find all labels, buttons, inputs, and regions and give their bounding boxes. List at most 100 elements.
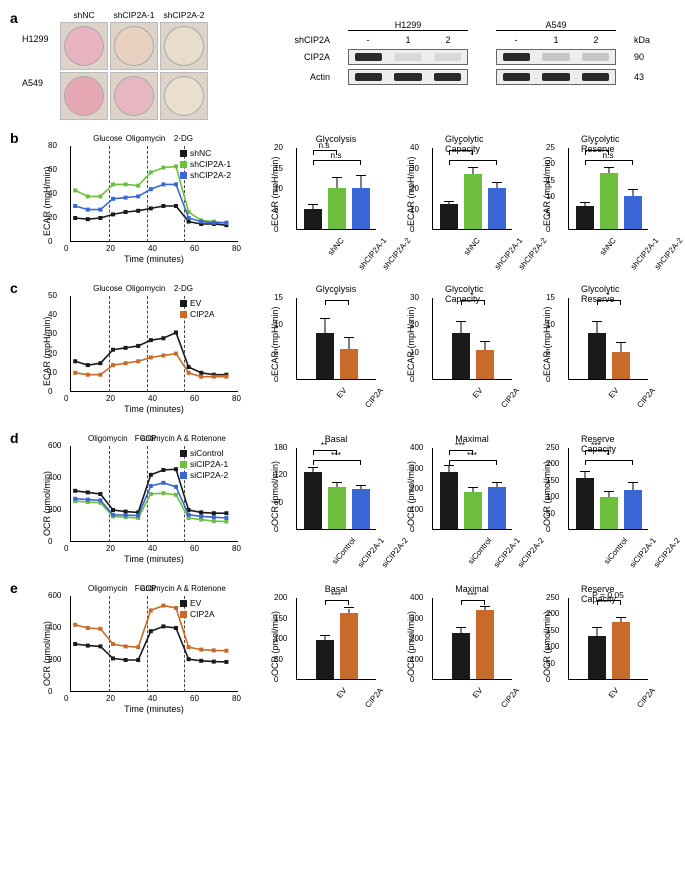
legend-label: CIP2A [190, 309, 215, 319]
blot-band [434, 73, 461, 81]
x-tick: 20 [106, 394, 115, 403]
legend-swatch [180, 611, 187, 618]
sig-bracket [325, 600, 349, 601]
y-tick: 0 [546, 675, 550, 684]
bar [612, 352, 630, 379]
panel-a: a shNC shCIP2A-1 shCIP2A-2 H1299 A549 H1… [10, 10, 675, 130]
blot-strip [348, 49, 468, 65]
bar [476, 610, 494, 679]
legend-item: siCIP2A-2 [180, 470, 228, 480]
bar-chart-b-2: Glycolytic Reserve0510152025ECAR (mpH/mi… [534, 130, 662, 270]
y-axis-label: ECAR (mpH/min) [42, 166, 52, 236]
bar [340, 349, 358, 379]
bar [328, 188, 346, 229]
sig-bracket [313, 460, 361, 461]
legend: shNCshCIP2A-1shCIP2A-2 [180, 148, 231, 180]
bar [304, 209, 322, 230]
legend: siControlsiCIP2A-1siCIP2A-2 [180, 448, 228, 480]
plot-area [432, 448, 512, 530]
legend-item: siCIP2A-1 [180, 459, 228, 469]
blot-lane-header: shCIP2A [270, 35, 334, 45]
legend-label: shCIP2A-1 [190, 159, 231, 169]
blot-strip [348, 69, 468, 85]
well-slot [160, 22, 208, 70]
bar-x-label: shNC [598, 236, 618, 257]
well-col-0: shNC [60, 10, 108, 20]
y-tick: 0 [410, 375, 414, 384]
blot-cell-0: H1299 [348, 20, 468, 31]
y-tick: 0 [274, 225, 278, 234]
panel-e: e 0200400600020406080OCR (pmol/min)Time … [10, 580, 675, 730]
injection-label: Oligomycin [88, 584, 128, 593]
legend-swatch [180, 172, 187, 179]
bar-x-label: siControl [330, 536, 357, 566]
well-col-1: shCIP2A-1 [110, 10, 158, 20]
sig-bracket [449, 160, 497, 161]
bar-x-label: CIP2A [635, 386, 657, 409]
bar-x-label: siControl [466, 536, 493, 566]
blot-row-name: CIP2A [270, 52, 334, 62]
bar [488, 487, 506, 529]
legend: EVCIP2A [180, 298, 215, 319]
y-axis-label: OCR (pmol/min) [542, 611, 552, 676]
legend-label: shNC [190, 148, 211, 158]
plot-area [296, 598, 376, 680]
bar-chart-e-1: Maximal0100200300400OCR (pmol/min)EVCIP2… [398, 580, 526, 720]
y-tick: 15 [546, 293, 555, 302]
y-axis-label: OCR (pmol/min) [406, 461, 416, 526]
y-tick: 600 [48, 441, 61, 450]
legend-swatch [180, 300, 187, 307]
bar [488, 188, 506, 229]
x-tick: 80 [232, 694, 241, 703]
bar [440, 204, 458, 229]
sig-label: * [594, 140, 597, 150]
sig-label: n.s [602, 150, 613, 160]
y-tick: 0 [48, 237, 52, 246]
well-circle [164, 26, 204, 66]
bar-chart-b-1: Glycolytic Capacity010203040ECAR (mpH/mi… [398, 130, 526, 270]
sig-label: *** [331, 590, 341, 600]
y-axis-label: OCR (pmol/min) [42, 471, 52, 536]
well-slot [160, 72, 208, 120]
y-axis-label: OCR (pmol/min) [270, 611, 280, 676]
panel-a-label: a [10, 10, 18, 26]
sig-bracket [585, 160, 633, 161]
bar [624, 196, 642, 229]
x-tick: 40 [148, 694, 157, 703]
legend-swatch [180, 150, 187, 157]
blot-cell-1: A549 [496, 20, 616, 31]
bar-chart-d-2: Reserve Capacity050100150200250OCR (pmol… [534, 430, 662, 570]
plot-area [568, 148, 648, 230]
bar-chart-c-0: Glycolysis051015ECAR (mpH/min)EVCIP2A* [262, 280, 390, 420]
y-tick: 25 [546, 143, 555, 152]
y-axis-label: ECAR (mpH/min) [406, 306, 416, 376]
legend-label: shCIP2A-2 [190, 170, 231, 180]
panel-b: b 020406080020406080ECAR (mpH/min)Time (… [10, 130, 675, 280]
bar-x-label: EV [335, 686, 349, 700]
y-tick: 0 [48, 537, 52, 546]
x-tick: 80 [232, 244, 241, 253]
bar [328, 487, 346, 529]
x-tick: 60 [190, 394, 199, 403]
sig-label: *** [467, 590, 477, 600]
y-axis-label: ECAR (mpH/min) [542, 306, 552, 376]
y-tick: 0 [546, 375, 550, 384]
legend-item: shCIP2A-1 [180, 159, 231, 169]
bar-chart-e-0: Basal050100150200OCR (pmol/min)EVCIP2A**… [262, 580, 390, 720]
bar-x-label: CIP2A [363, 386, 385, 409]
plot-area [432, 598, 512, 680]
well-slot [110, 72, 158, 120]
blot-band [582, 53, 609, 61]
bar-x-label: EV [335, 386, 349, 400]
y-tick: 30 [410, 293, 419, 302]
x-tick: 60 [190, 244, 199, 253]
plot-area [568, 448, 648, 530]
y-tick: 0 [48, 387, 52, 396]
blot-lanes-1: -12 [496, 35, 616, 45]
y-tick: 15 [274, 293, 283, 302]
blot-band [503, 73, 530, 81]
sig-label: * [470, 290, 473, 300]
y-axis-label: ECAR (mpH/min) [42, 316, 52, 386]
injection-label: Glucose [93, 134, 122, 143]
trace-chart-b: 020406080020406080ECAR (mpH/min)Time (mi… [34, 130, 254, 270]
